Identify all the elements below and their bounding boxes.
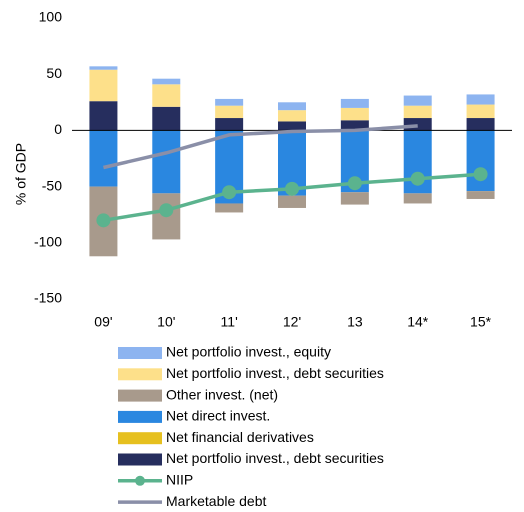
- legend-label: NIIP: [166, 472, 193, 488]
- x-tick-label: 11': [221, 314, 238, 330]
- bar: [152, 106, 181, 131]
- legend-label: Net portfolio invest., debt securities: [166, 450, 384, 466]
- bar: [466, 118, 495, 131]
- bar: [403, 118, 432, 131]
- bar: [278, 110, 306, 122]
- x-tick-label: 15*: [470, 314, 492, 330]
- bar: [89, 69, 118, 102]
- legend-label: Net portfolio invest., equity: [166, 344, 331, 360]
- line-marker: [410, 171, 425, 186]
- y-tick-label: -100: [34, 234, 62, 250]
- bar: [89, 101, 118, 131]
- bar: [466, 94, 495, 105]
- bar: [152, 130, 181, 194]
- bar: [466, 104, 495, 119]
- x-tick-label: 13: [347, 314, 363, 330]
- line: [103, 124, 418, 170]
- y-tick-label: 100: [39, 9, 63, 25]
- line-marker: [473, 167, 488, 182]
- x-tick-label: 09': [94, 314, 112, 330]
- x-tick-label: 10': [157, 314, 175, 330]
- legend-label: Marketable debt: [166, 493, 267, 509]
- bar: [215, 203, 244, 213]
- bar: [215, 98, 244, 106]
- line-marker: [96, 213, 111, 228]
- y-tick-label: 0: [54, 121, 62, 137]
- bar: [340, 107, 369, 121]
- legend-swatch: [118, 453, 162, 466]
- bar: [403, 95, 432, 106]
- legend-swatch: [118, 368, 162, 381]
- bar: [215, 118, 244, 131]
- legend-swatch: [118, 347, 162, 359]
- bar: [466, 191, 495, 199]
- line-marker: [222, 185, 237, 200]
- bar: [403, 193, 432, 204]
- bar: [340, 98, 369, 108]
- bar: [89, 130, 118, 187]
- bar: [152, 84, 181, 107]
- line-marker: [285, 181, 299, 196]
- legend-swatch: [118, 432, 162, 445]
- legend-label: Net financial derivatives: [166, 429, 314, 445]
- line-marker: [347, 176, 362, 191]
- line-marker: [159, 203, 174, 218]
- bar: [278, 102, 306, 111]
- bar: [89, 66, 118, 70]
- legend-label: Other invest. (net): [166, 386, 278, 402]
- y-tick-label: -50: [42, 177, 62, 193]
- legend-label: Net direct invest.: [166, 408, 270, 424]
- bar: [403, 105, 432, 119]
- y-tick-label: 50: [46, 65, 62, 81]
- bar: [215, 105, 244, 119]
- legend-swatch: [118, 389, 162, 402]
- x-tick-label: 14*: [407, 314, 429, 330]
- bar: [340, 120, 369, 131]
- bar: [278, 195, 306, 208]
- legend-swatch: [118, 410, 162, 423]
- bar: [466, 130, 495, 192]
- y-axis-label: % of GDP: [13, 143, 29, 205]
- bar: [152, 78, 181, 85]
- bar: [340, 192, 369, 205]
- legend-marker: [135, 475, 145, 486]
- y-tick-label: -150: [34, 290, 62, 306]
- legend-label: Net portfolio invest., debt securities: [166, 365, 384, 381]
- bar: [278, 121, 306, 131]
- x-tick-label: 12': [283, 314, 301, 330]
